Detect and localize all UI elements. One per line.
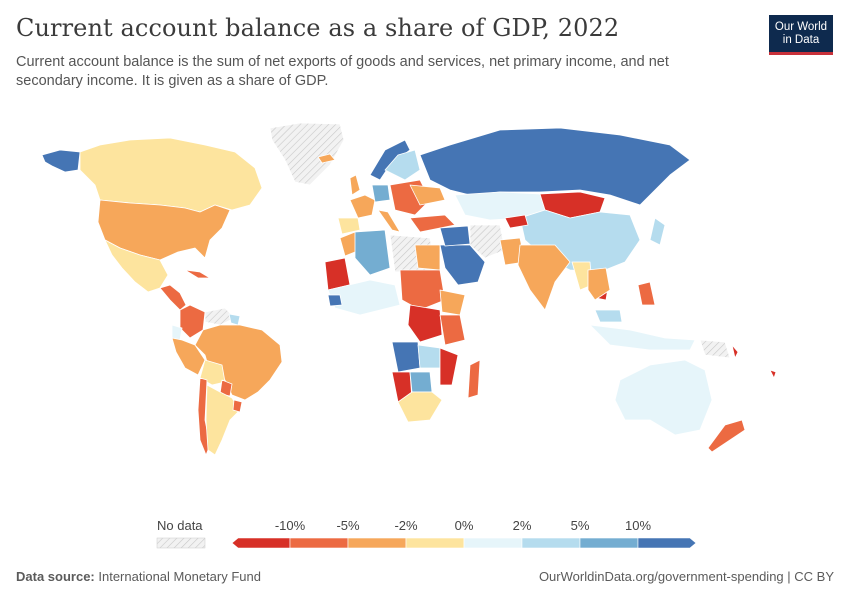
- guyana[interactable]: [228, 313, 241, 326]
- legend-bin[interactable]: [289, 537, 349, 549]
- senegal-region[interactable]: [327, 294, 343, 307]
- legend-tick-label: 5%: [571, 518, 590, 533]
- legend-bin[interactable]: [463, 537, 523, 549]
- alaska[interactable]: [41, 149, 81, 173]
- legend-tick-label: 10%: [625, 518, 651, 533]
- color-legend: No data -10% -5% -2% 0% 2% 5% 10%: [156, 518, 697, 549]
- spain[interactable]: [337, 217, 361, 235]
- france[interactable]: [349, 194, 376, 219]
- legend-ticks: -10% -5% -2% 0% 2% 5% 10%: [275, 518, 652, 533]
- mauritania[interactable]: [324, 257, 351, 291]
- fiji[interactable]: [769, 369, 777, 379]
- legend-tick-label: 0%: [455, 518, 474, 533]
- legend-bin[interactable]: [347, 537, 407, 549]
- world-map: [41, 122, 777, 456]
- malaysia[interactable]: [594, 309, 623, 323]
- saudi-arabia[interactable]: [439, 244, 486, 286]
- legend-no-data-label: No data: [157, 518, 203, 533]
- west-africa[interactable]: [327, 279, 401, 316]
- madagascar[interactable]: [467, 359, 481, 399]
- papua-new-guinea[interactable]: [699, 339, 731, 359]
- ethiopia[interactable]: [439, 289, 466, 316]
- iraq-syria[interactable]: [439, 225, 471, 247]
- legend-tick-label: -10%: [275, 518, 306, 533]
- tanzania-kenya[interactable]: [439, 314, 466, 346]
- source-label: Data source:: [16, 569, 95, 584]
- legend-bins: [231, 537, 697, 549]
- norway[interactable]: [369, 139, 411, 181]
- legend-tick-label: -5%: [336, 518, 360, 533]
- australia[interactable]: [614, 359, 713, 436]
- turkey[interactable]: [409, 214, 456, 233]
- sweden-finland[interactable]: [384, 149, 421, 181]
- italy[interactable]: [377, 209, 401, 233]
- uruguay[interactable]: [232, 399, 243, 413]
- japan[interactable]: [649, 217, 666, 246]
- philippines[interactable]: [637, 281, 656, 306]
- new-zealand[interactable]: [707, 419, 746, 453]
- source-line: Data source: International Monetary Fund: [16, 569, 261, 584]
- botswana[interactable]: [409, 371, 433, 393]
- algeria[interactable]: [354, 229, 391, 276]
- chart-subtitle: Current account balance is the sum of ne…: [16, 54, 669, 89]
- source-value[interactable]: International Monetary Fund: [98, 569, 261, 584]
- legend-tick-label: 2%: [513, 518, 532, 533]
- iceland[interactable]: [317, 153, 336, 164]
- egypt[interactable]: [414, 244, 441, 271]
- chad-sudan[interactable]: [399, 269, 446, 311]
- legend-bin[interactable]: [405, 537, 465, 549]
- indonesia[interactable]: [589, 324, 696, 351]
- bolivia[interactable]: [199, 359, 226, 386]
- legend-bin[interactable]: [231, 537, 291, 549]
- logo-line-2: in Data: [782, 33, 820, 46]
- thailand-laos[interactable]: [587, 267, 611, 301]
- central-america[interactable]: [159, 284, 187, 311]
- south-africa[interactable]: [397, 391, 443, 423]
- paraguay[interactable]: [219, 379, 233, 397]
- legend-tick-label: -2%: [394, 518, 418, 533]
- india[interactable]: [517, 244, 571, 311]
- ukraine[interactable]: [409, 184, 446, 206]
- legend-bin[interactable]: [579, 537, 639, 549]
- ecuador[interactable]: [171, 324, 183, 341]
- legend-no-data-swatch: [156, 537, 206, 549]
- kyrgyzstan[interactable]: [504, 214, 529, 229]
- footer: Data source: International Monetary Fund…: [16, 569, 834, 584]
- owid-logo[interactable]: Our World in Data: [769, 15, 833, 55]
- vanuatu[interactable]: [731, 344, 739, 359]
- footer-url[interactable]: OurWorldinData.org/government-spending |…: [538, 569, 834, 584]
- angola[interactable]: [391, 341, 421, 373]
- mozambique[interactable]: [439, 347, 459, 386]
- logo-line-1: Our World: [774, 20, 828, 33]
- chart-title: Current account balance as a share of GD…: [16, 14, 620, 42]
- congo-region[interactable]: [407, 304, 443, 343]
- united-kingdom[interactable]: [349, 174, 361, 196]
- germany[interactable]: [371, 184, 391, 203]
- legend-bin[interactable]: [637, 537, 697, 549]
- legend-bin[interactable]: [521, 537, 581, 549]
- venezuela[interactable]: [204, 307, 236, 326]
- peru[interactable]: [171, 337, 206, 376]
- zambia[interactable]: [417, 344, 441, 369]
- greenland[interactable]: [269, 122, 345, 186]
- cuba[interactable]: [184, 269, 211, 279]
- argentina[interactable]: [205, 384, 241, 456]
